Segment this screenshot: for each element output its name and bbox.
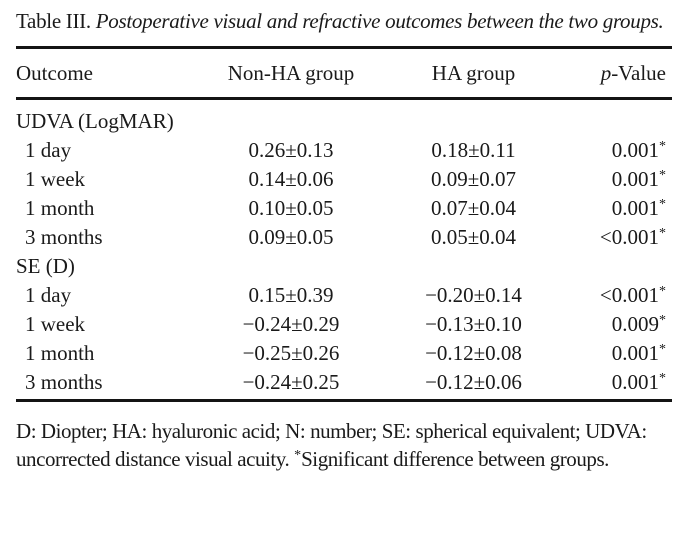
row-non-ha-value: 0.15±0.39 bbox=[248, 283, 334, 307]
row-ha-value: −0.13±0.10 bbox=[425, 312, 522, 336]
p-number: 0.001 bbox=[611, 196, 659, 220]
p-number: 0.001 bbox=[611, 167, 659, 191]
table-rule-header bbox=[16, 97, 672, 100]
row-ha-value: −0.12±0.06 bbox=[425, 370, 522, 394]
p-number: 0.001 bbox=[611, 341, 659, 365]
significance-asterisk: * bbox=[659, 342, 666, 357]
column-header-p-value: p-Value bbox=[561, 61, 672, 86]
table-rule-bottom bbox=[16, 399, 672, 402]
row-p-value: 0.001* bbox=[561, 194, 672, 223]
row-non-ha-value: 0.10±0.05 bbox=[248, 196, 334, 220]
table-rule-top bbox=[16, 46, 672, 49]
p-number: <0.001 bbox=[599, 225, 659, 249]
row-non-ha-value: 0.26±0.13 bbox=[248, 138, 334, 162]
table-row: 1 month 0.10±0.05 0.07±0.04 0.001* bbox=[16, 194, 672, 223]
row-outcome: 1 week bbox=[25, 167, 86, 191]
table-row: 3 months −0.24±0.25 −0.12±0.06 0.001* bbox=[16, 368, 672, 397]
row-non-ha-value: 0.09±0.05 bbox=[248, 225, 334, 249]
row-outcome: 3 months bbox=[25, 225, 103, 249]
table-row: 3 months 0.09±0.05 0.05±0.04 <0.001* bbox=[16, 223, 672, 252]
significance-asterisk: * bbox=[659, 371, 666, 386]
table-header-row: Outcome Non-HA group HA group p-Value bbox=[16, 49, 672, 97]
row-ha-value: 0.05±0.04 bbox=[430, 225, 517, 249]
table-row: 1 day 0.26±0.13 0.18±0.11 0.001* bbox=[16, 136, 672, 165]
table-row: 1 month −0.25±0.26 −0.12±0.08 0.001* bbox=[16, 339, 672, 368]
p-number: 0.001 bbox=[611, 370, 659, 394]
table-title-label: Table III. bbox=[16, 9, 91, 33]
row-outcome: 1 day bbox=[25, 138, 72, 162]
row-ha-value: −0.12±0.08 bbox=[425, 341, 522, 365]
significance-asterisk: * bbox=[659, 226, 666, 241]
row-non-ha-value: −0.24±0.25 bbox=[242, 370, 340, 394]
p-value-label: -Value bbox=[611, 60, 666, 85]
p-number: 0.009 bbox=[611, 312, 659, 336]
row-p-value: 0.009* bbox=[561, 310, 672, 339]
section-label-se: SE (D) bbox=[16, 254, 75, 278]
row-outcome: 1 week bbox=[25, 312, 86, 336]
footnote-significance-asterisk: * bbox=[294, 448, 302, 463]
table-title: Table III. Postoperative visual and refr… bbox=[16, 6, 672, 37]
row-ha-value: 0.07±0.04 bbox=[430, 196, 517, 220]
table-body: UDVA (LogMAR) 1 day 0.26±0.13 0.18±0.11 … bbox=[16, 100, 672, 399]
p-italic: p bbox=[600, 60, 612, 85]
row-p-value: 0.001* bbox=[561, 165, 672, 194]
significance-asterisk: * bbox=[659, 168, 666, 183]
row-non-ha-value: 0.14±0.06 bbox=[248, 167, 334, 191]
column-header-ha-group: HA group bbox=[431, 60, 516, 85]
footnote-significance-text: Significant difference between groups. bbox=[301, 447, 609, 471]
row-p-value: <0.001* bbox=[561, 281, 672, 310]
significance-asterisk: * bbox=[659, 197, 666, 212]
table-row: 1 week 0.14±0.06 0.09±0.07 0.001* bbox=[16, 165, 672, 194]
column-header-non-ha-group: Non-HA group bbox=[227, 60, 355, 85]
row-non-ha-value: −0.24±0.29 bbox=[242, 312, 340, 336]
row-non-ha-value: −0.25±0.26 bbox=[242, 341, 340, 365]
row-p-value: 0.001* bbox=[561, 368, 672, 397]
row-outcome: 3 months bbox=[25, 370, 103, 394]
row-p-value: 0.001* bbox=[561, 339, 672, 368]
row-outcome: 1 month bbox=[25, 341, 95, 365]
row-p-value: 0.001* bbox=[561, 136, 672, 165]
row-ha-value: 0.18±0.11 bbox=[431, 138, 516, 162]
significance-asterisk: * bbox=[659, 284, 666, 299]
table-title-caption: Postoperative visual and refractive outc… bbox=[95, 9, 664, 33]
section-label-udva: UDVA (LogMAR) bbox=[16, 109, 174, 133]
p-number: 0.001 bbox=[611, 138, 659, 162]
significance-asterisk: * bbox=[659, 313, 666, 328]
p-number: <0.001 bbox=[599, 283, 659, 307]
table-row: 1 day 0.15±0.39 −0.20±0.14 <0.001* bbox=[16, 281, 672, 310]
row-outcome: 1 month bbox=[25, 196, 95, 220]
row-ha-value: −0.20±0.14 bbox=[425, 283, 522, 307]
table-row: 1 week −0.24±0.29 −0.13±0.10 0.009* bbox=[16, 310, 672, 339]
table-footnote: D: Diopter; HA: hyaluronic acid; N: numb… bbox=[16, 417, 672, 473]
significance-asterisk: * bbox=[659, 139, 666, 154]
row-ha-value: 0.09±0.07 bbox=[430, 167, 517, 191]
column-header-outcome: Outcome bbox=[16, 60, 93, 85]
row-p-value: <0.001* bbox=[561, 223, 672, 252]
footnote-abbreviations: D: Diopter; HA: hyaluronic acid; N: numb… bbox=[16, 419, 647, 471]
row-outcome: 1 day bbox=[25, 283, 72, 307]
